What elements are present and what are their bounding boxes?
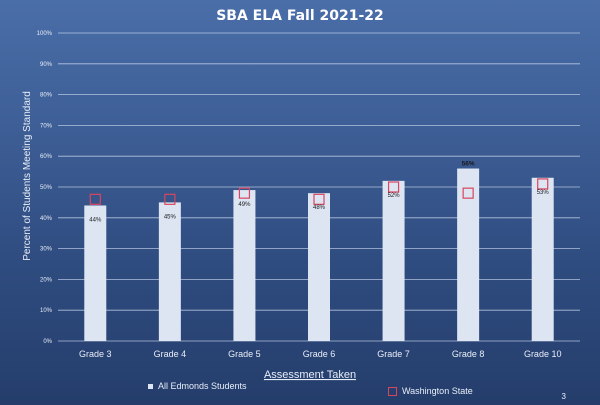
x-tick-label: Grade 8 [452, 349, 485, 359]
data-labels: 44% 45% 49% 48% 52% 56% 53% [89, 161, 549, 224]
x-tick-label: Grade 10 [524, 349, 562, 359]
x-tick-label: Grade 4 [154, 349, 187, 359]
state-marker [387, 181, 400, 193]
y-tick-label: 50% [40, 185, 53, 191]
y-tick-label: 90% [40, 62, 53, 68]
state-marker [238, 187, 251, 199]
x-tick-label: Grade 3 [79, 349, 112, 359]
y-tick-label: 0% [43, 339, 52, 345]
legend-item-state: Washington State [388, 386, 473, 396]
x-tick-labels: Grade 3 Grade 4 Grade 5 Grade 6 Grade 7 Grade… [79, 349, 561, 359]
data-label: 44% [89, 217, 102, 223]
y-tick-label: 40% [40, 216, 53, 222]
data-label: 49% [238, 202, 251, 208]
y-tick-label: 100% [37, 31, 53, 37]
legend-marker-swatch [388, 386, 397, 396]
x-tick-label: Grade 7 [377, 349, 410, 359]
legend-item-edmonds: All Edmonds Students [148, 381, 247, 391]
y-tick-label: 30% [40, 247, 53, 253]
y-tick-label: 10% [40, 308, 53, 314]
data-label: 56% [462, 161, 475, 168]
state-marker [537, 178, 549, 190]
chart-title: SBA ELA Fall 2021-22 [216, 8, 384, 24]
x-axis-label: Assessment Taken [264, 369, 356, 381]
x-tick-label: Grade 6 [303, 349, 336, 359]
data-label: 53% [537, 190, 550, 196]
y-axis-label: Percent of Students Meeting Standard [22, 91, 33, 261]
bar-grade-4 [158, 202, 181, 341]
state-marker [89, 193, 101, 205]
y-tick-labels: 0% 10% 20% 30% 40% 50% 60% 70% 80% 90% 100% [37, 31, 53, 345]
legend-label-edmonds: All Edmonds Students [158, 381, 247, 391]
bar-grade-7 [382, 180, 405, 341]
bar-grade-6 [308, 193, 330, 341]
legend: All Edmonds Students Washington State [148, 381, 478, 403]
y-tick-label: 70% [40, 123, 53, 129]
legend-label-state: Washington State [402, 386, 473, 396]
bar-grade-5 [233, 190, 256, 341]
bar-grade-10 [531, 177, 554, 341]
bar-grade-3 [84, 205, 107, 341]
y-tick-label: 80% [40, 93, 53, 99]
legend-bar-swatch [148, 383, 153, 389]
state-marker [164, 193, 176, 205]
y-tick-label: 20% [40, 277, 53, 283]
data-label: 52% [388, 193, 401, 199]
state-marker [313, 193, 325, 205]
data-label: 45% [164, 214, 177, 220]
bars [84, 168, 554, 341]
x-tick-label: Grade 5 [228, 349, 261, 359]
page-number: 3 [561, 392, 566, 401]
y-tick-label: 60% [40, 154, 53, 160]
data-label: 48% [313, 205, 326, 211]
state-markers [89, 178, 549, 205]
bar-grade-8 [457, 168, 480, 341]
state-marker [462, 187, 474, 199]
